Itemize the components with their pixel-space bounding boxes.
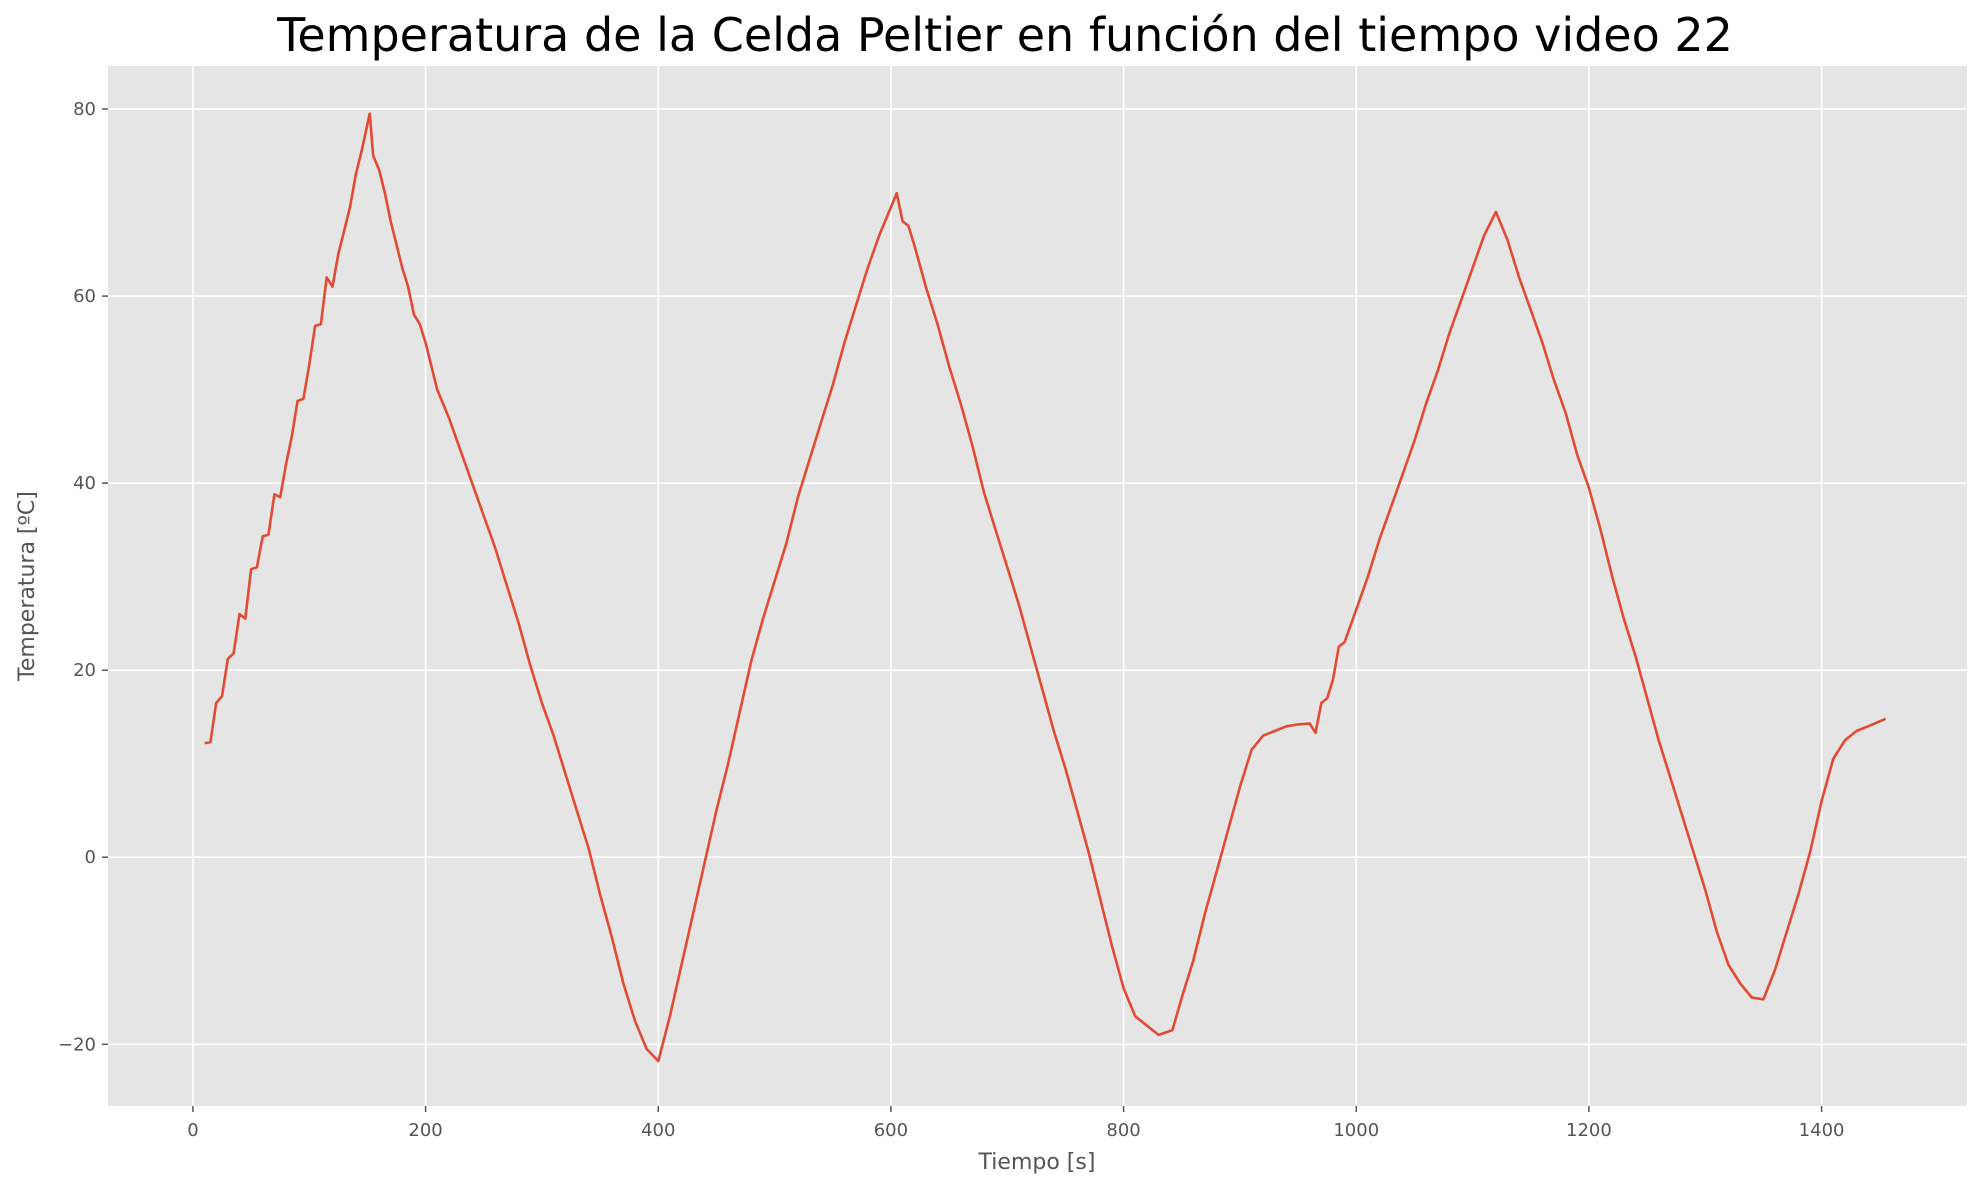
x-axis-label: Tiempo [s] <box>978 1150 1096 1175</box>
x-tick-label: 200 <box>408 1120 442 1141</box>
plot-area <box>108 66 1967 1106</box>
x-tick-label: 400 <box>641 1120 675 1141</box>
y-tick-label: 20 <box>73 660 96 681</box>
x-tick-label: 600 <box>874 1120 908 1141</box>
x-tick-label: 1000 <box>1333 1120 1379 1141</box>
y-tick-label: 40 <box>73 473 96 494</box>
temperature-line <box>204 112 1887 1063</box>
series-group <box>204 112 1887 1063</box>
y-axis-label: Temperatura [ºC] <box>15 491 40 682</box>
x-tick-label: 0 <box>187 1120 198 1141</box>
y-tick-label: 0 <box>85 847 96 868</box>
x-tick-label: 1200 <box>1566 1120 1612 1141</box>
y-tick-label: 80 <box>73 99 96 120</box>
y-tick-label: 60 <box>73 286 96 307</box>
y-tick-label: −20 <box>58 1034 96 1055</box>
x-tick-label: 800 <box>1106 1120 1140 1141</box>
axis-ticks: 0 200 400 600 800 1000 1200 1400 −20 0 20 40 60 80 <box>58 99 1844 1141</box>
x-tick-label: 1400 <box>1799 1120 1845 1141</box>
chart-title: Temperatura de la Celda Peltier en funci… <box>277 8 1733 62</box>
